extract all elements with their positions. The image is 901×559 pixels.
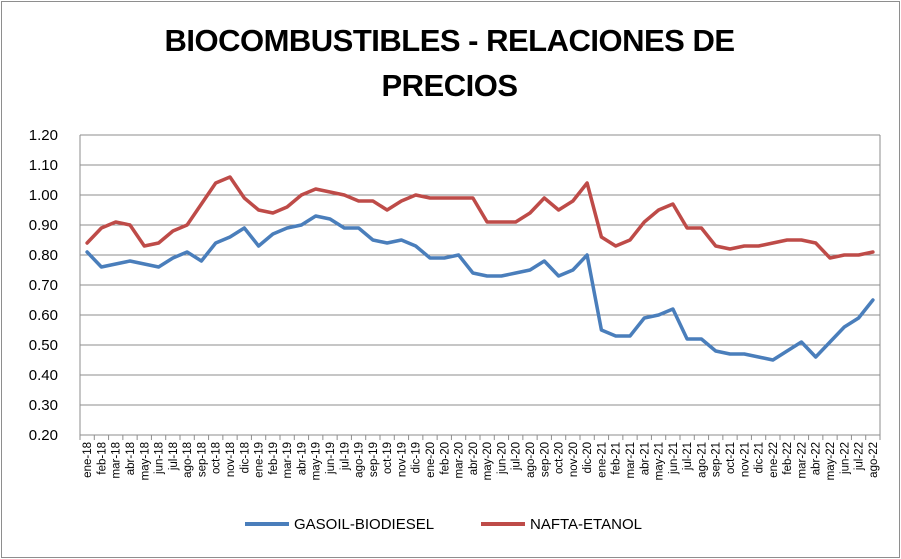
x-tick-label: mar-18 xyxy=(111,442,123,478)
x-tick-label: jun-18 xyxy=(154,442,166,475)
x-tick-label: mar-21 xyxy=(625,442,637,478)
x-tick-label: ene-22 xyxy=(768,442,780,478)
series-line-nafta-etanol xyxy=(85,175,875,260)
chart-title-line-1: BIOCOMBUSTIBLES - RELACIONES DE xyxy=(164,23,735,58)
legend: GASOIL-BIODIESEL NAFTA-ETANOL xyxy=(0,512,899,536)
y-tick-label: 0.60 xyxy=(29,307,58,324)
x-tick-label: sep-18 xyxy=(196,442,208,477)
x-tick-label: jul-18 xyxy=(168,442,180,471)
x-tick-label: abr-19 xyxy=(296,442,308,475)
chart-title: BIOCOMBUSTIBLES - RELACIONES DE PRECIOS xyxy=(0,18,899,108)
x-tick-label: abr-21 xyxy=(639,442,651,475)
x-tick-label: jun-22 xyxy=(839,442,851,475)
x-tick-label: feb-21 xyxy=(611,442,623,475)
x-tick-label: ago-19 xyxy=(354,442,366,478)
x-tick-label: ago-22 xyxy=(868,442,880,478)
x-tick-label: jun-21 xyxy=(668,442,680,475)
x-tick-label: mar-20 xyxy=(454,442,466,478)
x-tick-label: ago-18 xyxy=(182,442,194,478)
x-tick-label: ene-21 xyxy=(596,442,608,478)
x-tick-label: dic-19 xyxy=(411,442,423,473)
x-tick-label: oct-21 xyxy=(725,442,737,474)
y-tick-label: 0.20 xyxy=(29,427,58,444)
y-tick-label: 1.10 xyxy=(29,157,58,174)
gridlines xyxy=(79,134,881,440)
y-tick-label: 1.00 xyxy=(29,187,58,204)
y-tick-label: 0.50 xyxy=(29,337,58,354)
x-tick-label: abr-18 xyxy=(125,442,137,475)
x-tick-label: sep-19 xyxy=(368,442,380,477)
x-tick-label: jul-19 xyxy=(339,442,351,471)
x-tick-label: ene-19 xyxy=(254,442,266,478)
x-tick-label: may-18 xyxy=(139,442,151,480)
x-tick-label: jun-20 xyxy=(496,442,508,475)
x-tick-label: may-20 xyxy=(482,442,494,480)
x-tick-label: nov-18 xyxy=(225,442,237,477)
x-tick-label: oct-18 xyxy=(211,442,223,474)
x-tick-label: jul-22 xyxy=(854,442,866,471)
x-tick-label: jul-21 xyxy=(682,442,694,471)
y-tick-label: 0.40 xyxy=(29,367,58,384)
x-tick-label: sep-20 xyxy=(539,442,551,477)
x-tick-label: ago-21 xyxy=(696,442,708,478)
x-tick-label: dic-20 xyxy=(582,442,594,473)
series-line-gasoil-biodiesel xyxy=(85,214,875,362)
x-axis-ticks: ene-18 feb-18 mar-18 abr-18 may-18 jun-18 jul-… xyxy=(82,442,880,480)
x-tick-label: mar-19 xyxy=(282,442,294,478)
x-tick-label: dic-21 xyxy=(754,442,766,473)
x-tick-label: feb-18 xyxy=(96,442,108,475)
legend-label-gasoil-biodiesel: GASOIL-BIODIESEL xyxy=(294,515,435,533)
y-tick-label: 0.70 xyxy=(29,277,58,294)
y-tick-label: 0.30 xyxy=(29,397,58,414)
x-tick-label: nov-20 xyxy=(568,442,580,477)
x-tick-label: feb-22 xyxy=(782,442,794,475)
x-tick-label: feb-19 xyxy=(268,442,280,475)
x-tick-label: jun-19 xyxy=(325,442,337,475)
series-lines xyxy=(85,175,875,362)
x-tick-label: mar-22 xyxy=(796,442,808,478)
legend-label-nafta-etanol: NAFTA-ETANOL xyxy=(530,515,642,533)
legend-swatch-nafta-etanol xyxy=(481,522,525,526)
y-tick-label: 1.20 xyxy=(29,127,58,144)
x-tick-label: sep-21 xyxy=(711,442,723,477)
y-tick-label: 0.80 xyxy=(29,247,58,264)
x-tick-label: nov-21 xyxy=(739,442,751,477)
y-tick-label: 0.90 xyxy=(29,217,58,234)
x-tick-label: feb-20 xyxy=(439,442,451,475)
x-tick-label: ene-18 xyxy=(82,442,94,478)
x-tick-label: may-22 xyxy=(825,442,837,480)
legend-swatch-gasoil-biodiesel xyxy=(245,522,289,526)
legend-item-nafta-etanol: NAFTA-ETANOL xyxy=(481,512,642,536)
x-tick-label: ago-20 xyxy=(525,442,537,478)
x-tick-label: dic-18 xyxy=(239,442,251,473)
x-tick-label: oct-20 xyxy=(554,442,566,474)
x-tick-label: may-21 xyxy=(654,442,666,480)
y-axis-ticks: 1.20 1.10 1.00 0.90 0.80 0.70 0.60 0.50 0.40 0.30… xyxy=(29,127,58,444)
x-tick-label: oct-19 xyxy=(382,442,394,474)
x-tick-label: nov-19 xyxy=(396,442,408,477)
x-tick-label: jul-20 xyxy=(511,442,523,471)
chart-title-line-2: PRECIOS xyxy=(381,68,518,103)
x-tick-label: may-19 xyxy=(311,442,323,480)
x-tick-label: abr-20 xyxy=(468,442,480,475)
x-tick-label: abr-22 xyxy=(811,442,823,475)
legend-item-gasoil-biodiesel: GASOIL-BIODIESEL xyxy=(245,512,434,536)
x-tick-label: ene-20 xyxy=(425,442,437,478)
